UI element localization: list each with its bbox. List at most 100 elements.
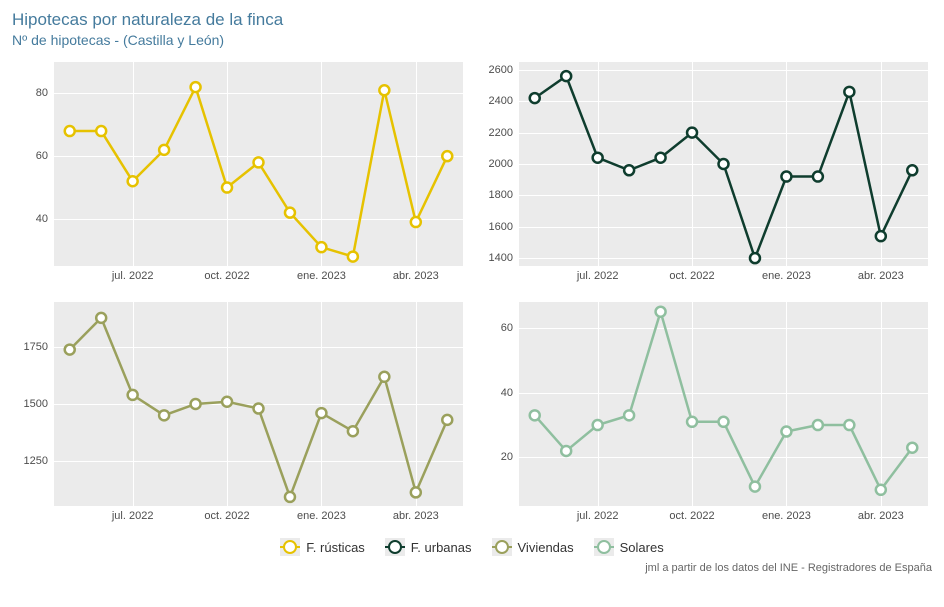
x-axis-tick: oct. 2022 xyxy=(204,266,249,282)
y-axis-tick: 2000 xyxy=(489,158,519,170)
x-axis-tick: jul. 2022 xyxy=(577,506,619,522)
y-axis-tick: 1400 xyxy=(489,252,519,264)
x-axis-tick: ene. 2023 xyxy=(297,506,346,522)
x-axis-tick: oct. 2022 xyxy=(669,506,714,522)
x-axis-tick: jul. 2022 xyxy=(112,266,154,282)
series-marker xyxy=(128,390,138,400)
legend-marker-icon xyxy=(495,540,509,554)
series-marker xyxy=(719,159,729,169)
x-axis-tick: jul. 2022 xyxy=(577,266,619,282)
series-marker xyxy=(530,410,540,420)
series-marker xyxy=(285,492,295,502)
series-marker xyxy=(222,183,232,193)
series-marker xyxy=(687,417,697,427)
series-marker xyxy=(844,420,854,430)
x-axis-tick: oct. 2022 xyxy=(204,506,249,522)
panel-grid: 406080jul. 2022oct. 2022ene. 2023abr. 20… xyxy=(0,56,944,526)
series-marker xyxy=(96,126,106,136)
series-marker xyxy=(442,415,452,425)
series-marker xyxy=(876,231,886,241)
series-marker xyxy=(561,446,571,456)
y-axis-tick: 1800 xyxy=(489,189,519,201)
x-axis-tick: jul. 2022 xyxy=(112,506,154,522)
legend-swatch xyxy=(594,538,614,556)
legend-swatch xyxy=(385,538,405,556)
series-marker xyxy=(348,426,358,436)
series-marker xyxy=(781,427,791,437)
series-marker xyxy=(813,420,823,430)
y-axis-tick: 1750 xyxy=(24,341,54,353)
legend-item: F. rústicas xyxy=(280,538,365,556)
chart-subtitle: Nº de hipotecas - (Castilla y León) xyxy=(0,32,944,56)
series-marker xyxy=(128,176,138,186)
series-marker xyxy=(191,399,201,409)
series-marker xyxy=(191,82,201,92)
series-svg xyxy=(519,62,928,266)
x-axis-tick: abr. 2023 xyxy=(393,506,439,522)
series-line xyxy=(70,87,448,256)
series-svg xyxy=(519,302,928,506)
legend-label: F. rústicas xyxy=(306,540,365,555)
chart-container: Hipotecas por naturaleza de la finca Nº … xyxy=(0,0,944,607)
series-marker xyxy=(593,420,603,430)
series-marker xyxy=(254,404,264,414)
legend-marker-icon xyxy=(597,540,611,554)
series-marker xyxy=(593,153,603,163)
legend-label: F. urbanas xyxy=(411,540,472,555)
series-marker xyxy=(781,172,791,182)
y-axis-tick: 1500 xyxy=(24,398,54,410)
legend-item: Solares xyxy=(594,538,664,556)
chart-caption: jml a partir de los datos del INE - Regi… xyxy=(0,560,944,574)
panel-solares: 20 40 60 jul. 2022 oct. 2022 ene. 2023 abr. 20… xyxy=(477,296,932,526)
series-marker xyxy=(530,93,540,103)
series-marker xyxy=(844,87,854,97)
y-axis-tick: 40 xyxy=(501,387,519,399)
series-marker xyxy=(876,485,886,495)
x-axis-tick: abr. 2023 xyxy=(393,266,439,282)
series-svg xyxy=(54,62,463,266)
chart-title: Hipotecas por naturaleza de la finca xyxy=(0,0,944,32)
plot-area: 1400160018002000220024002600jul. 2022oct… xyxy=(519,62,928,266)
legend-marker-icon xyxy=(283,540,297,554)
series-marker xyxy=(813,172,823,182)
series-marker xyxy=(316,242,326,252)
legend-item: Viviendas xyxy=(492,538,574,556)
legend-label: Solares xyxy=(620,540,664,555)
series-marker xyxy=(719,417,729,427)
y-axis-tick: 40 xyxy=(36,213,54,225)
y-axis-tick: 2600 xyxy=(489,64,519,76)
panel-urbanas: 1400160018002000220024002600jul. 2022oct… xyxy=(477,56,932,286)
x-axis-tick: oct. 2022 xyxy=(669,266,714,282)
series-marker xyxy=(750,253,760,263)
series-marker xyxy=(687,128,697,138)
series-marker xyxy=(750,482,760,492)
plot-area: 204060jul. 2022oct. 2022ene. 2023abr. 20… xyxy=(519,302,928,506)
series-marker xyxy=(348,252,358,262)
legend-swatch xyxy=(492,538,512,556)
series-marker xyxy=(624,410,634,420)
panel-rusticas: 406080jul. 2022oct. 2022ene. 2023abr. 20… xyxy=(12,56,467,286)
y-axis-tick: 60 xyxy=(36,150,54,162)
y-axis-tick: 20 xyxy=(501,451,519,463)
series-marker xyxy=(254,157,264,167)
plot-area: 406080jul. 2022oct. 2022ene. 2023abr. 20… xyxy=(54,62,463,266)
series-marker xyxy=(561,71,571,81)
series-marker xyxy=(65,345,75,355)
series-marker xyxy=(159,145,169,155)
legend: F. rústicas F. urbanas Viviendas Solares xyxy=(0,526,944,560)
x-axis-tick: ene. 2023 xyxy=(297,266,346,282)
x-axis-tick: abr. 2023 xyxy=(858,506,904,522)
legend-swatch xyxy=(280,538,300,556)
series-marker xyxy=(222,397,232,407)
series-marker xyxy=(379,85,389,95)
legend-label: Viviendas xyxy=(518,540,574,555)
y-axis-tick: 1250 xyxy=(24,455,54,467)
series-svg xyxy=(54,302,463,506)
series-marker xyxy=(907,443,917,453)
x-axis-tick: ene. 2023 xyxy=(762,506,811,522)
series-marker xyxy=(316,408,326,418)
legend-marker-icon xyxy=(388,540,402,554)
series-marker xyxy=(159,410,169,420)
x-axis-tick: ene. 2023 xyxy=(762,266,811,282)
y-axis-tick: 60 xyxy=(501,322,519,334)
